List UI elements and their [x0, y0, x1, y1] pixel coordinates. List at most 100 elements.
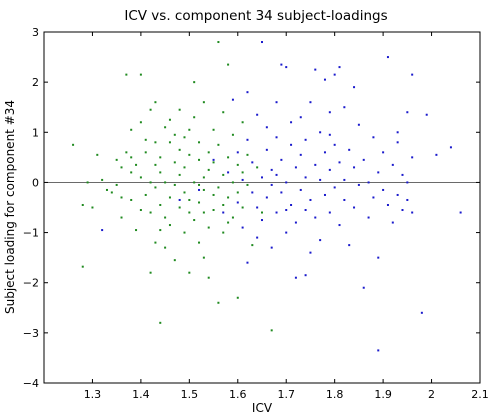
- data-point: [323, 151, 326, 154]
- data-point: [261, 176, 263, 179]
- data-point: [309, 251, 312, 254]
- data-point: [198, 141, 201, 144]
- data-point: [207, 226, 210, 229]
- data-point: [401, 209, 404, 212]
- data-point: [159, 171, 162, 174]
- data-point: [391, 221, 394, 224]
- data-point: [270, 246, 273, 249]
- data-point: [304, 138, 307, 141]
- data-point: [120, 196, 123, 199]
- data-point: [144, 138, 147, 141]
- data-point: [139, 73, 142, 76]
- data-point: [309, 198, 312, 201]
- data-point: [372, 196, 375, 199]
- data-point: [328, 133, 331, 136]
- data-point: [294, 221, 297, 224]
- data-point: [251, 161, 254, 164]
- data-point: [265, 126, 268, 129]
- data-point: [217, 41, 220, 44]
- data-point: [105, 188, 108, 191]
- data-point: [217, 301, 220, 304]
- data-point: [246, 261, 249, 264]
- data-point: [202, 176, 205, 179]
- y-tick-label: −2: [23, 277, 39, 290]
- data-point: [222, 231, 225, 234]
- data-point: [212, 209, 215, 212]
- data-point: [198, 158, 201, 161]
- data-point: [183, 191, 186, 194]
- data-point: [139, 121, 142, 124]
- data-point: [222, 211, 225, 214]
- data-point: [159, 229, 162, 232]
- data-point: [236, 296, 239, 299]
- data-point: [411, 156, 414, 159]
- data-point: [265, 196, 268, 199]
- data-point: [241, 121, 244, 124]
- data-point: [101, 229, 104, 232]
- data-point: [72, 143, 75, 146]
- data-point: [362, 158, 365, 161]
- data-point: [130, 156, 133, 159]
- data-point: [406, 111, 409, 114]
- data-point: [338, 224, 341, 227]
- y-tick-label: −3: [23, 327, 39, 340]
- y-tick-label: −4: [23, 377, 39, 390]
- data-point: [236, 201, 239, 204]
- data-point: [353, 166, 356, 169]
- data-point: [246, 183, 249, 186]
- data-point: [367, 216, 370, 219]
- data-point: [207, 276, 210, 279]
- data-point: [202, 101, 205, 104]
- data-point: [319, 239, 322, 242]
- x-tick-label: 1.8: [326, 388, 344, 401]
- data-point: [338, 161, 341, 164]
- data-point: [154, 101, 157, 104]
- data-point: [188, 128, 191, 131]
- data-point: [246, 138, 249, 141]
- data-point: [377, 171, 380, 174]
- data-point: [154, 163, 157, 166]
- data-point: [149, 211, 152, 214]
- data-point: [290, 143, 293, 146]
- data-point: [314, 216, 317, 219]
- x-tick-label: 1.9: [374, 388, 392, 401]
- data-point: [217, 143, 220, 146]
- data-point: [357, 123, 360, 126]
- data-point: [314, 163, 317, 166]
- data-point: [115, 183, 118, 186]
- data-point: [120, 166, 123, 169]
- data-point: [173, 183, 176, 186]
- data-point: [275, 173, 278, 176]
- data-point: [285, 66, 288, 69]
- data-point: [135, 163, 138, 166]
- data-point: [256, 206, 259, 209]
- data-point: [139, 176, 142, 179]
- data-point: [188, 198, 191, 201]
- data-point: [178, 173, 181, 176]
- data-point: [168, 196, 171, 199]
- data-point: [328, 111, 331, 114]
- data-point: [261, 211, 263, 214]
- x-tick-label: 1.6: [229, 388, 247, 401]
- data-point: [246, 91, 249, 94]
- data-point: [198, 183, 201, 186]
- data-point: [149, 181, 152, 184]
- data-point: [391, 163, 394, 166]
- data-point: [357, 183, 360, 186]
- y-tick-label: 1: [32, 126, 39, 139]
- data-point: [435, 153, 438, 156]
- data-point: [164, 126, 167, 129]
- data-point: [227, 156, 230, 159]
- data-point: [343, 178, 346, 181]
- data-point: [101, 178, 104, 181]
- data-point: [270, 329, 273, 332]
- data-point: [198, 241, 201, 244]
- data-point: [236, 163, 239, 166]
- x-axis-label: ICV: [252, 401, 273, 415]
- data-point: [86, 181, 89, 184]
- data-point: [227, 171, 230, 174]
- data-point: [333, 73, 336, 76]
- data-point: [202, 211, 205, 214]
- data-point: [202, 256, 205, 259]
- data-point: [154, 141, 157, 144]
